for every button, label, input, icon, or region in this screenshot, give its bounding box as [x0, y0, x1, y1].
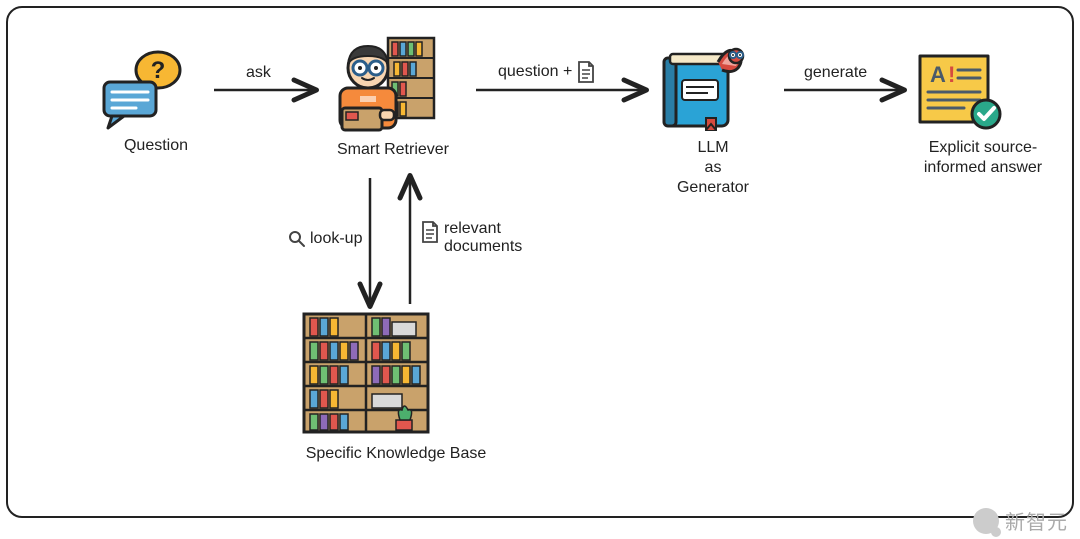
retriever-icon	[318, 34, 438, 134]
label-ask: ask	[246, 64, 271, 82]
relevant-text: relevant documents	[444, 220, 522, 257]
ask-text: ask	[246, 64, 271, 82]
watermark-icon	[973, 508, 999, 534]
label-generate: generate	[804, 64, 867, 82]
llm-book-icon	[648, 40, 748, 132]
magnifier-icon	[288, 230, 306, 248]
svg-text:!: !	[948, 62, 955, 87]
llm-label: LLM as Generator	[648, 138, 778, 198]
watermark-text: 新智元	[1005, 506, 1068, 535]
svg-text:?: ?	[151, 57, 166, 84]
relevant-l1: relevant	[444, 220, 501, 237]
answer-label: Explicit source- informed answer	[908, 138, 1058, 178]
svg-text:A: A	[930, 62, 946, 87]
retriever-label: Smart Retriever	[318, 140, 468, 160]
kb-shelf-icon	[296, 308, 436, 438]
node-retriever: Smart Retriever	[318, 34, 468, 160]
node-llm: LLM as Generator	[648, 40, 778, 198]
lookup-text: look-up	[310, 230, 362, 248]
node-question: ? Question	[96, 48, 216, 156]
answer-label-1: Explicit source-	[908, 138, 1058, 158]
llm-label-3: Generator	[648, 178, 778, 198]
node-answer: A ! Explicit source- informed answer	[908, 48, 1058, 178]
label-question-plus: question +	[498, 60, 596, 84]
watermark: 新智元	[973, 506, 1068, 535]
question-plus-text: question +	[498, 63, 572, 81]
doc-small-icon-2	[420, 220, 440, 244]
answer-icon: A !	[908, 48, 1008, 132]
kb-label: Specific Knowledge Base	[296, 444, 496, 464]
question-icon: ?	[96, 48, 192, 130]
generate-text: generate	[804, 64, 867, 82]
label-relevant: relevant documents	[420, 220, 522, 257]
llm-label-1: LLM	[648, 138, 778, 158]
diagram-frame: ? Question	[6, 6, 1074, 518]
llm-label-2: as	[648, 158, 778, 178]
node-kb: Specific Knowledge Base	[296, 308, 496, 464]
question-label: Question	[96, 136, 216, 156]
doc-small-icon	[576, 60, 596, 84]
label-lookup: look-up	[288, 230, 362, 248]
relevant-l2: documents	[444, 238, 522, 255]
answer-label-2: informed answer	[908, 158, 1058, 178]
